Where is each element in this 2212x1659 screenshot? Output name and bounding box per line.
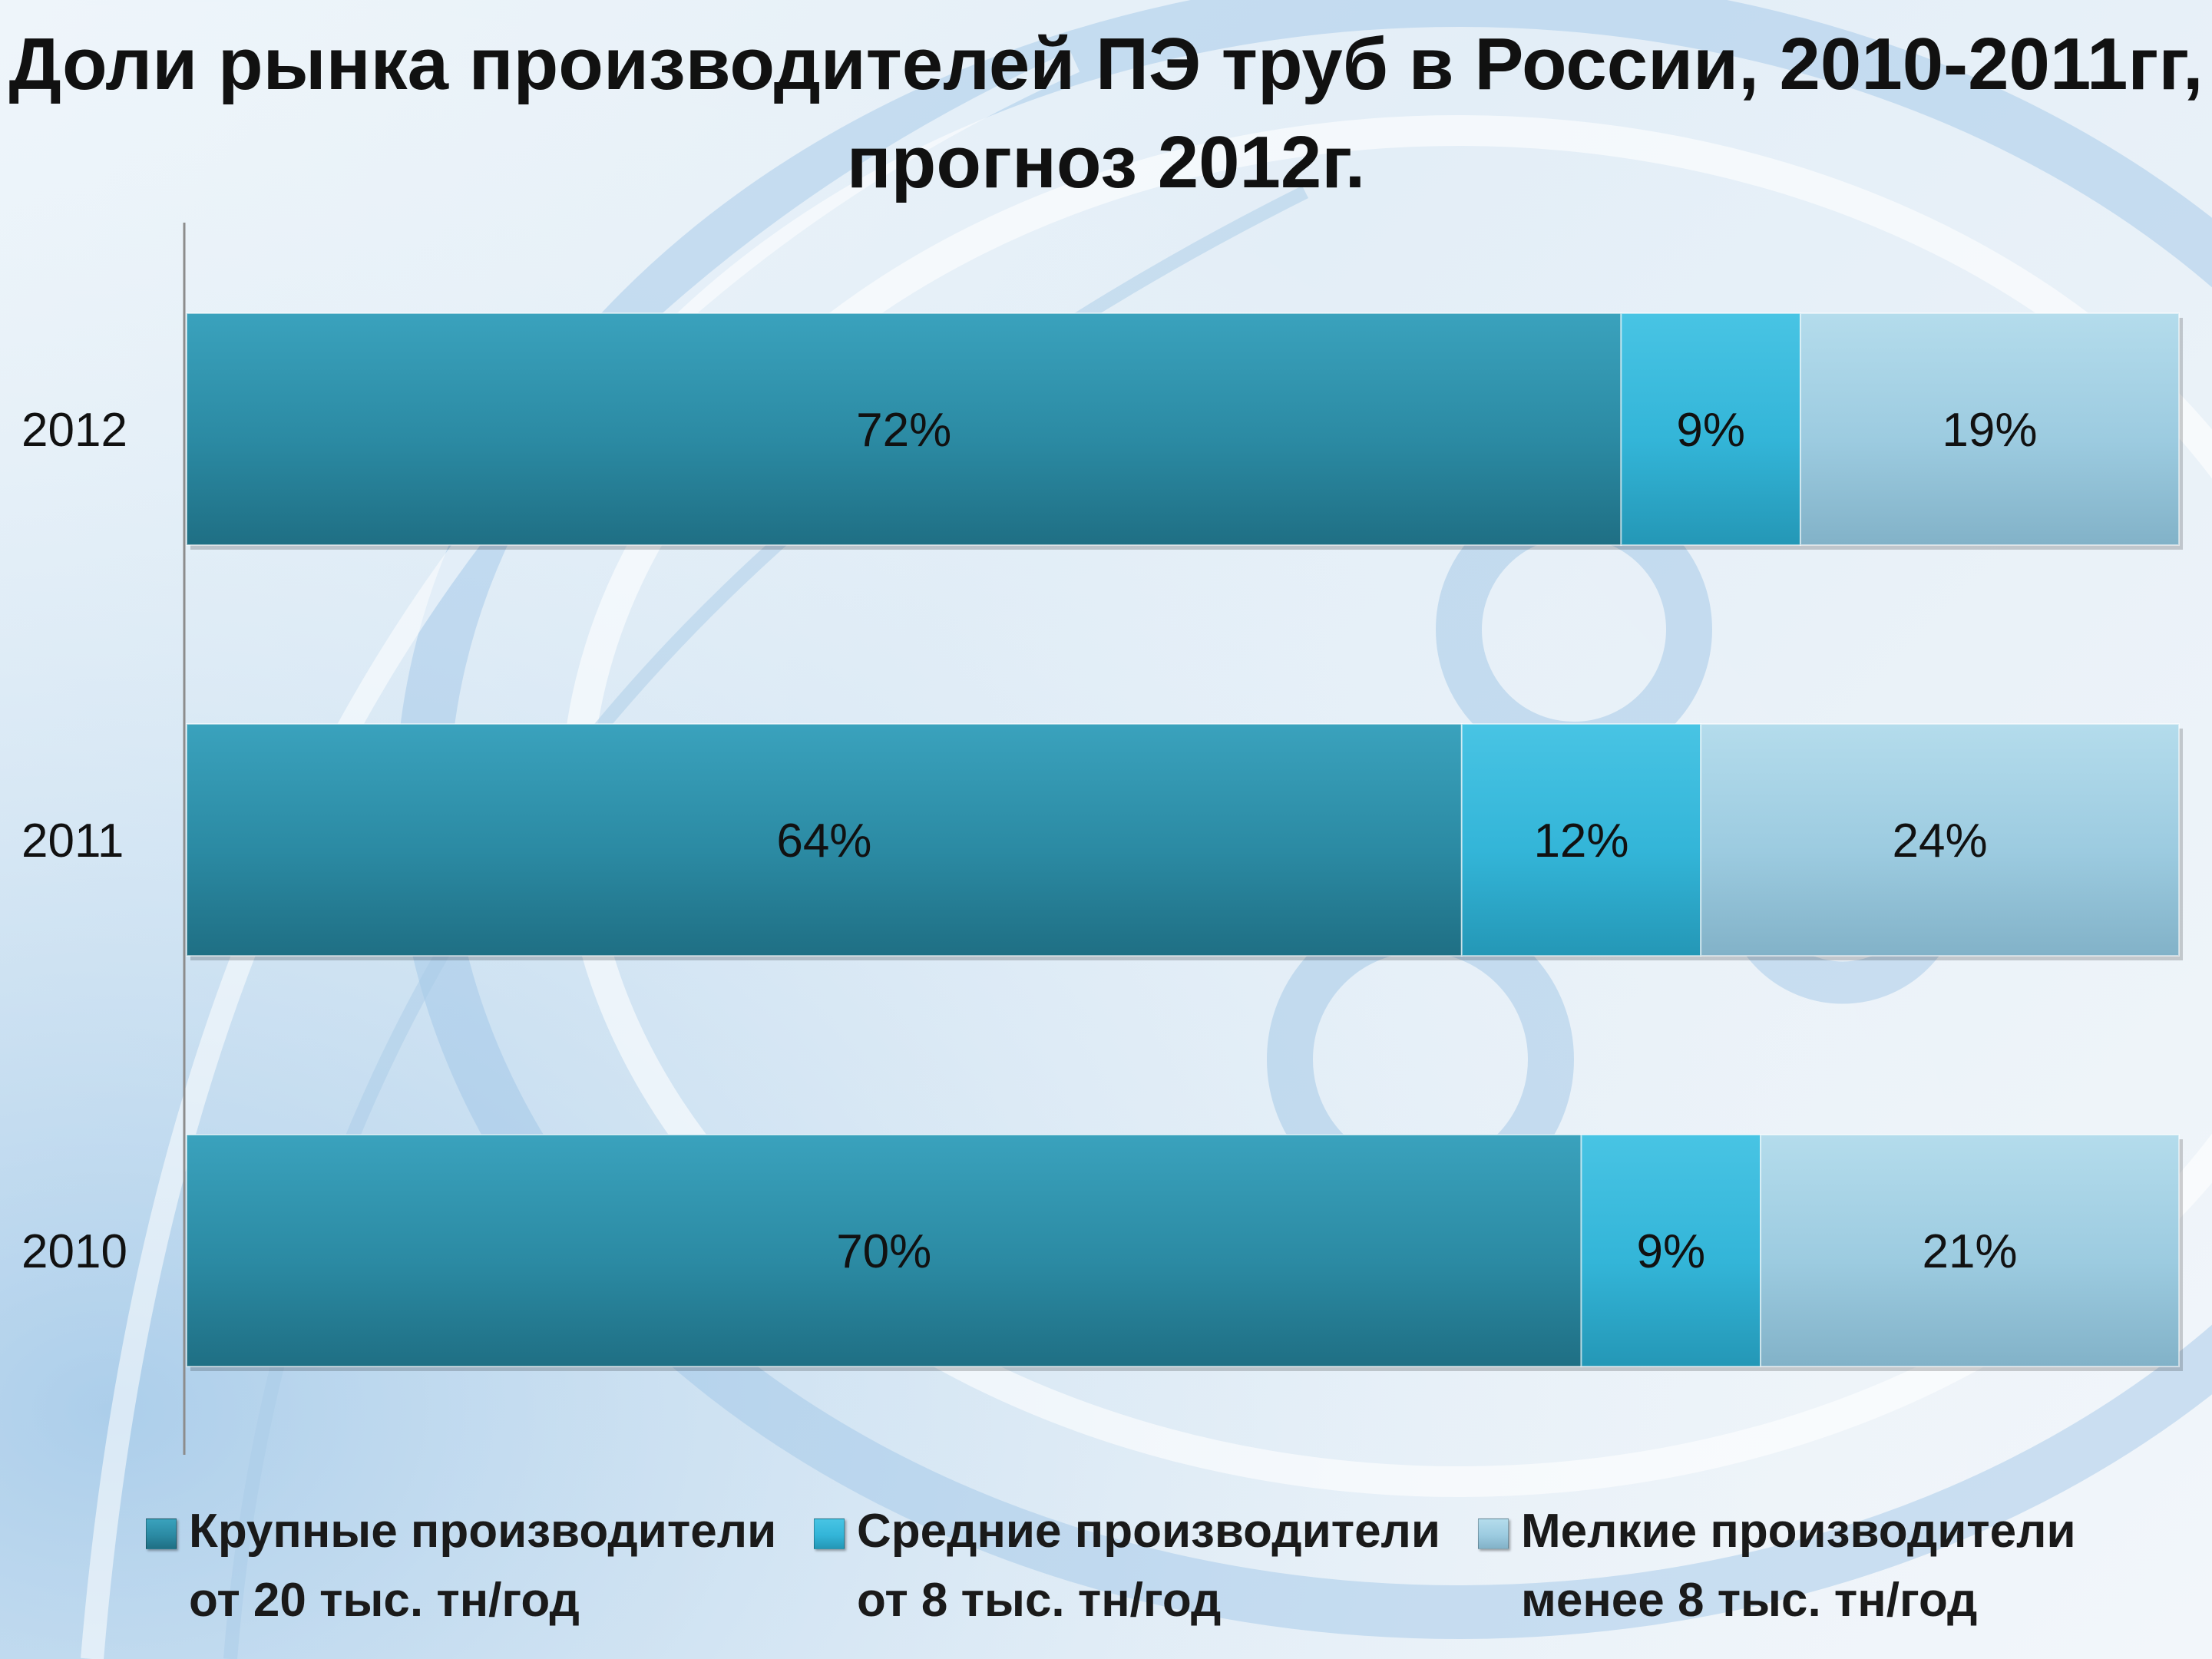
bar-2012-large bbox=[186, 312, 1622, 546]
bar-2011-medium bbox=[1460, 723, 1702, 957]
legend-label-small: Мелкие производители менее 8 тыс. тн/год bbox=[1521, 1497, 2076, 1635]
data-label-2011-small: 24% bbox=[1893, 815, 1988, 868]
legend-label-large-line-1: Крупные производители bbox=[189, 1505, 777, 1558]
data-label-2010-large: 70% bbox=[836, 1225, 931, 1278]
bar-2011-small bbox=[1700, 723, 2180, 957]
legend-label-large-line-2: от 20 тыс. тн/год bbox=[189, 1574, 580, 1627]
chart-title: Доли рынка производителей ПЭ труб в Росс… bbox=[0, 15, 2212, 212]
legend-label-medium-line-1: Средние производители bbox=[857, 1505, 1441, 1558]
y-tick-label-2012: 2012 bbox=[21, 404, 127, 457]
legend-label-medium-line-2: от 8 тыс. тн/год bbox=[857, 1574, 1222, 1627]
data-label-2011-medium: 12% bbox=[1533, 815, 1628, 868]
legend-item-large: Крупные производители от 20 тыс. тн/год bbox=[146, 1497, 776, 1635]
legend: Крупные производители от 20 тыс. тн/год … bbox=[0, 1497, 2212, 1635]
data-label-2012-large: 72% bbox=[856, 404, 951, 457]
bar-2010-small bbox=[1760, 1134, 2181, 1367]
bar-2012-small bbox=[1799, 312, 2180, 546]
data-label-2010-small: 21% bbox=[1922, 1225, 2017, 1278]
y-tick-label-2010: 2010 bbox=[21, 1225, 127, 1278]
legend-label-medium: Средние производители от 8 тыс. тн/год bbox=[857, 1497, 1440, 1635]
legend-item-small: Мелкие производители менее 8 тыс. тн/год bbox=[1478, 1497, 2076, 1635]
legend-swatch-small bbox=[1478, 1519, 1509, 1549]
data-label-2010-medium: 9% bbox=[1636, 1225, 1705, 1278]
labels-layer: 72% 9% 19% 64% 12% 24% 70% 9% 21% bbox=[776, 404, 2037, 1278]
legend-item-medium: Средние производители от 8 тыс. тн/год bbox=[814, 1497, 1440, 1635]
bars-layer bbox=[186, 312, 2183, 1371]
bar-2012-medium bbox=[1620, 312, 1801, 546]
data-label-2012-small: 19% bbox=[1942, 404, 2037, 457]
bar-2011-large bbox=[186, 723, 1463, 957]
legend-swatch-medium bbox=[814, 1519, 845, 1549]
data-label-2011-large: 64% bbox=[776, 815, 871, 868]
data-label-2012-medium: 9% bbox=[1676, 404, 1745, 457]
legend-label-small-line-1: Мелкие производители bbox=[1521, 1505, 2076, 1558]
legend-swatch-large bbox=[146, 1519, 177, 1549]
legend-label-small-line-2: менее 8 тыс. тн/год bbox=[1521, 1574, 1978, 1627]
chart-title-line-2: прогноз 2012г. bbox=[846, 121, 1366, 203]
y-tick-label-2011: 2011 bbox=[21, 815, 124, 868]
bar-2010-medium bbox=[1580, 1134, 1762, 1367]
legend-label-large: Крупные производители от 20 тыс. тн/год bbox=[189, 1497, 776, 1635]
y-tick-labels: 2012 2011 2010 bbox=[21, 404, 127, 1278]
chart-title-line-1: Доли рынка производителей ПЭ труб в Росс… bbox=[8, 23, 2204, 105]
